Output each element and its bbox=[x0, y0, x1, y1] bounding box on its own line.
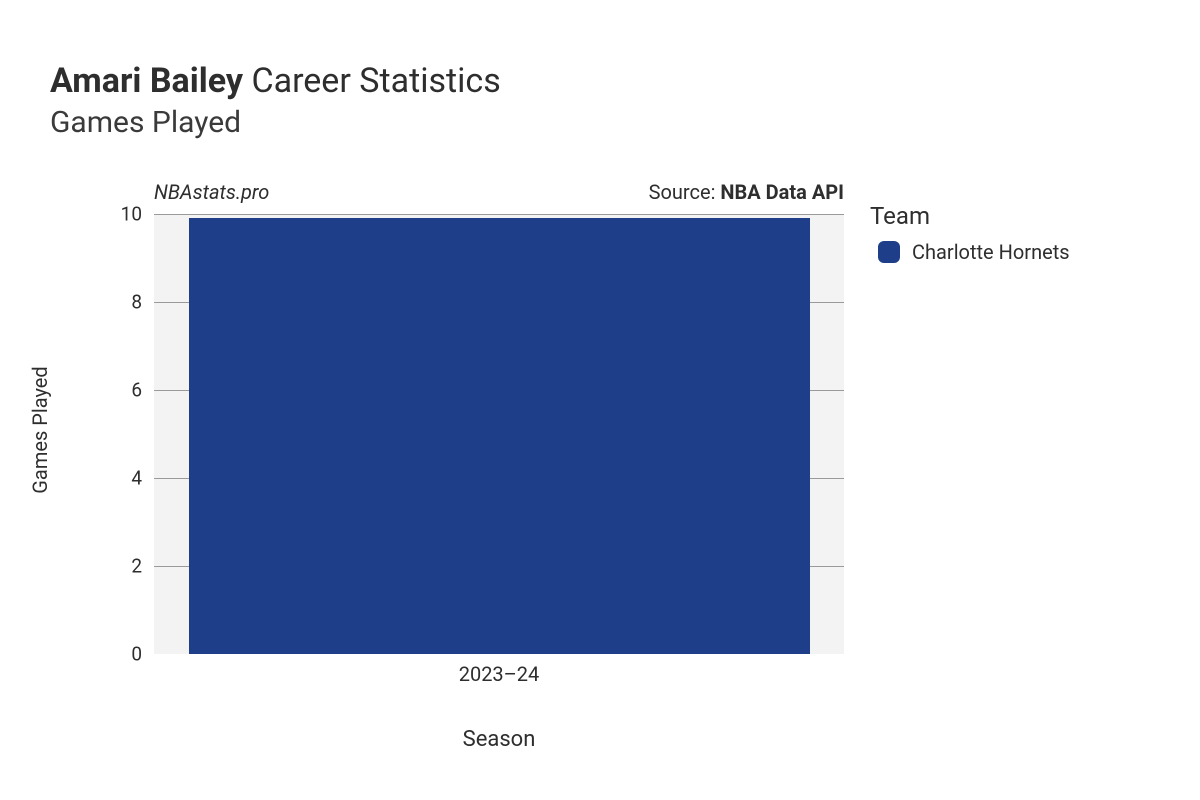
legend: Team Charlotte Hornets bbox=[870, 202, 1070, 264]
y-tick-label: 2 bbox=[131, 554, 142, 577]
player-name: Amari Bailey bbox=[50, 61, 243, 101]
data-source: Source: NBA Data API bbox=[649, 180, 844, 204]
x-axis-label: Season bbox=[154, 727, 844, 752]
chart-title-line2: Games Played bbox=[50, 103, 1150, 142]
x-tick-label: 2023–24 bbox=[459, 662, 540, 686]
source-prefix: Source: bbox=[649, 180, 721, 204]
title-suffix: Career Statistics bbox=[243, 61, 501, 101]
grid-line bbox=[154, 214, 844, 215]
legend-title: Team bbox=[870, 202, 1070, 230]
attribution-row: NBAstats.pro Source: NBA Data API bbox=[154, 180, 844, 204]
y-tick-label: 10 bbox=[121, 202, 142, 225]
legend-swatch bbox=[878, 241, 900, 263]
plot-area bbox=[154, 214, 844, 654]
y-tick-label: 6 bbox=[131, 378, 142, 401]
legend-items: Charlotte Hornets bbox=[870, 240, 1070, 264]
source-name: NBA Data API bbox=[720, 180, 844, 204]
y-tick-label: 4 bbox=[131, 466, 142, 489]
y-axis-label: Games Played bbox=[28, 366, 52, 493]
y-tick-label: 0 bbox=[131, 642, 142, 665]
legend-item: Charlotte Hornets bbox=[878, 240, 1070, 264]
page-root: Amari Bailey Career Statistics Games Pla… bbox=[0, 0, 1200, 800]
site-watermark: NBAstats.pro bbox=[154, 180, 269, 204]
legend-item-label: Charlotte Hornets bbox=[912, 240, 1070, 264]
bar bbox=[189, 218, 810, 654]
chart-zone: NBAstats.pro Source: NBA Data API Games … bbox=[50, 180, 1150, 740]
y-axis-ticks: 0246810 bbox=[50, 214, 154, 654]
chart-title-line1: Amari Bailey Career Statistics bbox=[50, 60, 1150, 103]
y-tick-label: 8 bbox=[131, 290, 142, 313]
chart-title-block: Amari Bailey Career Statistics Games Pla… bbox=[50, 60, 1150, 142]
x-axis-ticks: 2023–24 bbox=[154, 658, 844, 694]
